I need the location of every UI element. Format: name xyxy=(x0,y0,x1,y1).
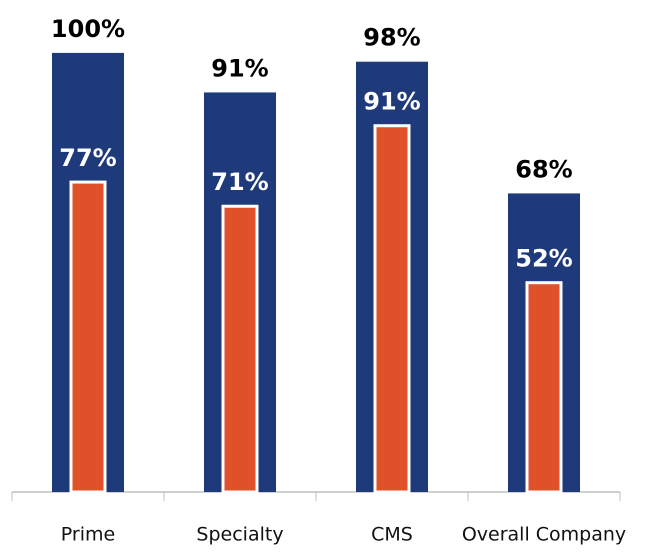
data-label: 68% xyxy=(515,155,572,183)
x-tick-label: Specialty xyxy=(196,524,283,546)
bar xyxy=(69,180,107,494)
data-label: 100% xyxy=(51,15,125,43)
x-tick-label: Overall Company xyxy=(462,524,626,546)
data-label: 71% xyxy=(211,168,268,196)
bar xyxy=(221,204,259,494)
data-label: 52% xyxy=(515,245,572,273)
x-tick-label: CMS xyxy=(371,524,413,546)
data-label: 98% xyxy=(363,24,420,52)
bar xyxy=(373,124,411,494)
x-tick-label: Prime xyxy=(61,524,115,546)
data-label: 91% xyxy=(363,88,420,116)
data-label: 91% xyxy=(211,54,268,82)
data-label: 77% xyxy=(59,144,116,172)
bar xyxy=(525,281,563,494)
